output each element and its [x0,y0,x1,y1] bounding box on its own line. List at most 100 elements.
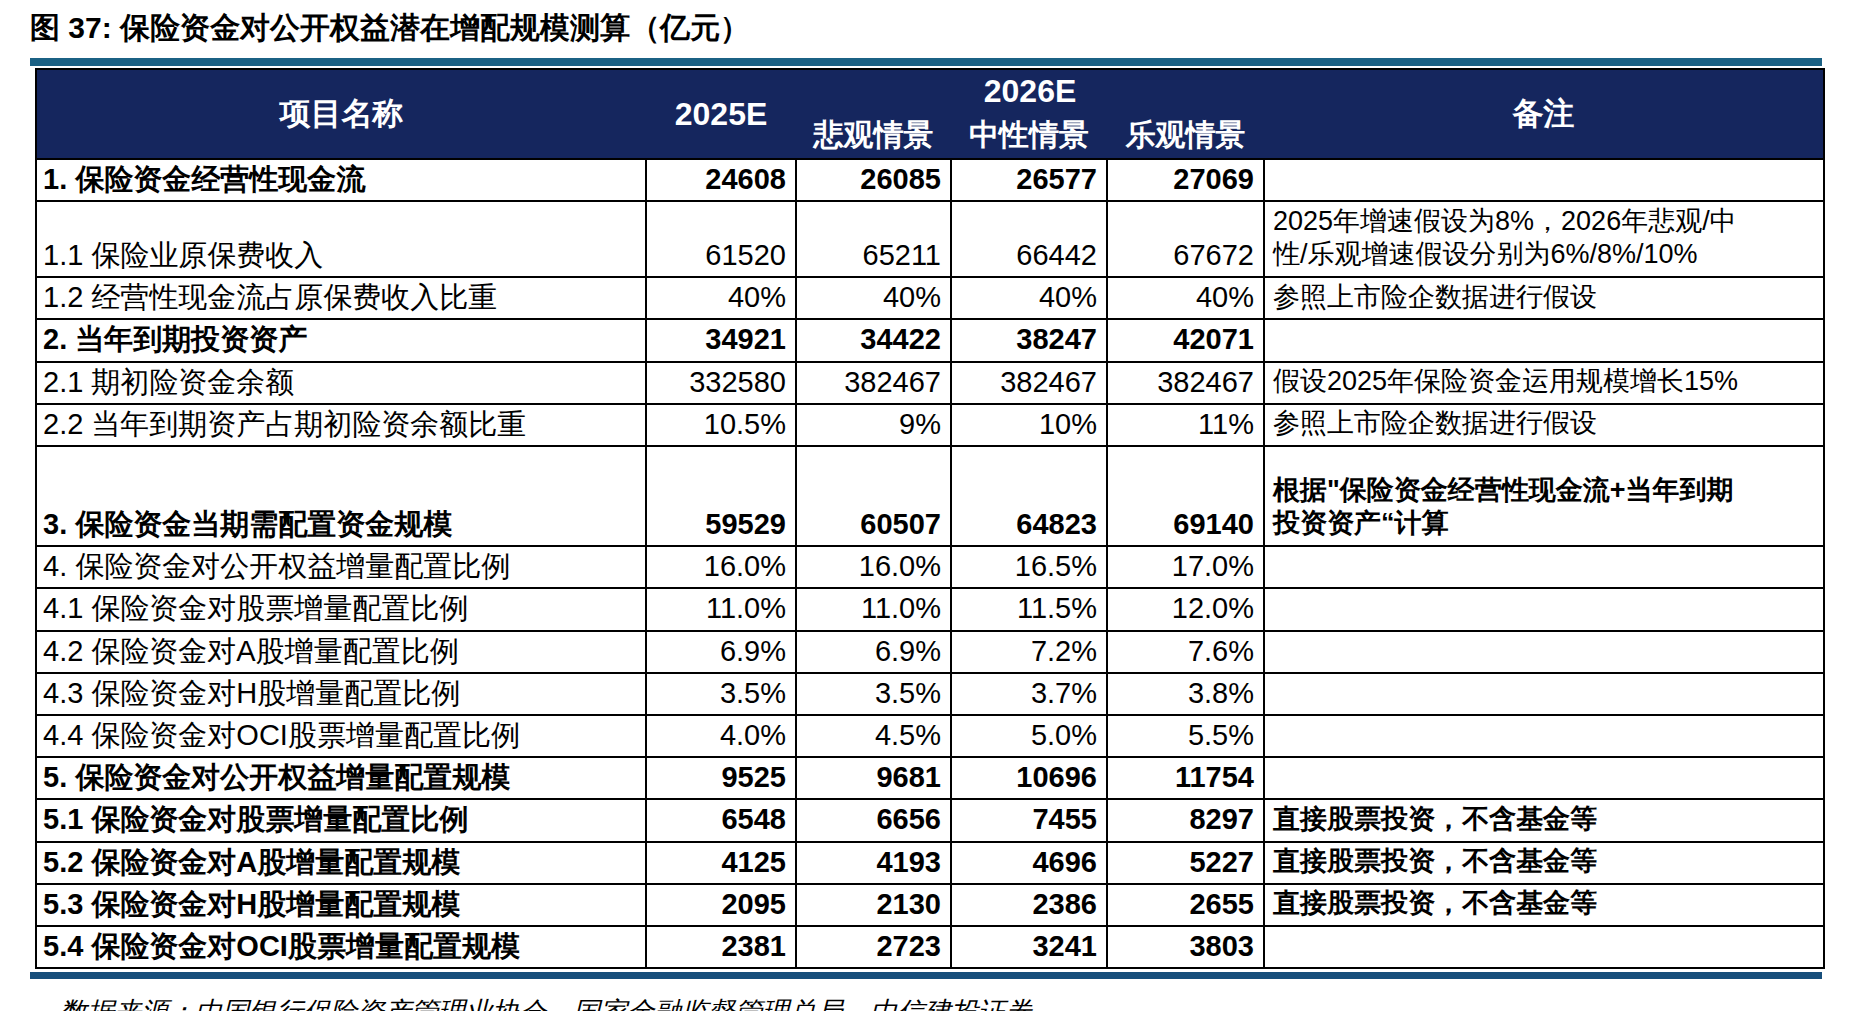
remark-cell [1264,546,1824,588]
remark-cell [1264,588,1824,630]
value-2025-cell: 6.9% [646,631,796,673]
value-neutral-cell: 7.2% [951,631,1107,673]
value-neutral-cell: 64823 [951,446,1107,546]
value-neutral-cell: 5.0% [951,715,1107,757]
value-optimistic-cell: 8297 [1107,799,1264,841]
value-2025-cell: 3.5% [646,673,796,715]
value-optimistic-cell: 382467 [1107,362,1264,404]
table-row: 4.2 保险资金对A股增量配置比例6.9%6.9%7.2%7.6% [36,631,1824,673]
remark-cell [1264,159,1824,201]
title-rule [30,58,1822,66]
value-optimistic-cell: 27069 [1107,159,1264,201]
table-row: 4.1 保险资金对股票增量配置比例11.0%11.0%11.5%12.0% [36,588,1824,630]
value-neutral-cell: 2386 [951,884,1107,926]
value-pessimistic-cell: 65211 [796,201,951,277]
row-label-cell: 5.2 保险资金对A股增量配置规模 [36,842,646,884]
row-label-cell: 1.1 保险业原保费收入 [36,201,646,277]
report-figure-page: 图 37: 保险资金对公开权益潜在增配规模测算（亿元） 项目名称 2025E 2… [0,8,1856,1011]
table-row: 1.2 经营性现金流占原保费收入比重40%40%40%40%参照上市险企数据进行… [36,277,1824,319]
value-2025-cell: 34921 [646,319,796,361]
row-label-cell: 4.4 保险资金对OCI股票增量配置比例 [36,715,646,757]
remark-cell [1264,673,1824,715]
row-label-cell: 5.4 保险资金对OCI股票增量配置规模 [36,926,646,968]
row-label-cell: 4.3 保险资金对H股增量配置比例 [36,673,646,715]
value-optimistic-cell: 12.0% [1107,588,1264,630]
table-row: 1. 保险资金经营性现金流24608260852657727069 [36,159,1824,201]
remark-cell [1264,757,1824,799]
value-2025-cell: 9525 [646,757,796,799]
value-pessimistic-cell: 4193 [796,842,951,884]
row-label-cell: 5.3 保险资金对H股增量配置规模 [36,884,646,926]
value-2025-cell: 40% [646,277,796,319]
header-scenario-pessimistic: 悲观情景 [796,113,951,159]
row-label-cell: 1.2 经营性现金流占原保费收入比重 [36,277,646,319]
footer-rule [30,972,1822,979]
value-2025-cell: 10.5% [646,404,796,446]
remark-cell [1264,926,1824,968]
remark-cell: 参照上市险企数据进行假设 [1264,404,1824,446]
value-neutral-cell: 3241 [951,926,1107,968]
value-pessimistic-cell: 2723 [796,926,951,968]
row-label-cell: 5.1 保险资金对股票增量配置比例 [36,799,646,841]
value-pessimistic-cell: 2130 [796,884,951,926]
table-row: 4. 保险资金对公开权益增量配置比例16.0%16.0%16.5%17.0% [36,546,1824,588]
header-scenario-optimistic: 乐观情景 [1107,113,1264,159]
figure-title: 图 37: 保险资金对公开权益潜在增配规模测算（亿元） [30,8,1856,49]
row-label-cell: 4. 保险资金对公开权益增量配置比例 [36,546,646,588]
remark-cell [1264,631,1824,673]
table-row: 5.4 保险资金对OCI股票增量配置规模2381272332413803 [36,926,1824,968]
value-neutral-cell: 26577 [951,159,1107,201]
table-row: 2.2 当年到期资产占期初险资余额比重10.5%9%10%11%参照上市险企数据… [36,404,1824,446]
value-pessimistic-cell: 6656 [796,799,951,841]
value-2025-cell: 4125 [646,842,796,884]
value-2025-cell: 59529 [646,446,796,546]
value-optimistic-cell: 11754 [1107,757,1264,799]
value-neutral-cell: 40% [951,277,1107,319]
header-item-name: 项目名称 [36,69,646,159]
value-optimistic-cell: 17.0% [1107,546,1264,588]
header-2025e: 2025E [646,69,796,159]
value-optimistic-cell: 42071 [1107,319,1264,361]
value-2025-cell: 61520 [646,201,796,277]
value-neutral-cell: 11.5% [951,588,1107,630]
value-optimistic-cell: 5.5% [1107,715,1264,757]
value-neutral-cell: 4696 [951,842,1107,884]
value-neutral-cell: 10696 [951,757,1107,799]
value-neutral-cell: 3.7% [951,673,1107,715]
row-label-cell: 2.1 期初险资金余额 [36,362,646,404]
table-row: 3. 保险资金当期需配置资金规模59529605076482369140根据"保… [36,446,1824,546]
value-neutral-cell: 7455 [951,799,1107,841]
remark-cell: 根据"保险资金经营性现金流+当年到期 投资资产“计算 [1264,446,1824,546]
table-row: 5.3 保险资金对H股增量配置规模2095213023862655直接股票投资，… [36,884,1824,926]
value-optimistic-cell: 7.6% [1107,631,1264,673]
table-row: 1.1 保险业原保费收入615206521166442676722025年增速假… [36,201,1824,277]
value-neutral-cell: 10% [951,404,1107,446]
value-pessimistic-cell: 11.0% [796,588,951,630]
value-pessimistic-cell: 6.9% [796,631,951,673]
row-label-cell: 3. 保险资金当期需配置资金规模 [36,446,646,546]
row-label-cell: 1. 保险资金经营性现金流 [36,159,646,201]
value-neutral-cell: 38247 [951,319,1107,361]
table-row: 4.3 保险资金对H股增量配置比例3.5%3.5%3.7%3.8% [36,673,1824,715]
value-2025-cell: 2095 [646,884,796,926]
remark-cell: 2025年增速假设为8%，2026年悲观/中 性/乐观增速假设分别为6%/8%/… [1264,201,1824,277]
remark-cell [1264,319,1824,361]
value-pessimistic-cell: 382467 [796,362,951,404]
table-header: 项目名称 2025E 2026E 备注 悲观情景 中性情景 乐观情景 [36,69,1824,159]
value-pessimistic-cell: 3.5% [796,673,951,715]
value-2025-cell: 6548 [646,799,796,841]
value-2025-cell: 11.0% [646,588,796,630]
value-optimistic-cell: 5227 [1107,842,1264,884]
remark-cell: 直接股票投资，不含基金等 [1264,842,1824,884]
value-neutral-cell: 382467 [951,362,1107,404]
row-label-cell: 4.1 保险资金对股票增量配置比例 [36,588,646,630]
table-row: 4.4 保险资金对OCI股票增量配置比例4.0%4.5%5.0%5.5% [36,715,1824,757]
row-label-cell: 4.2 保险资金对A股增量配置比例 [36,631,646,673]
value-pessimistic-cell: 9% [796,404,951,446]
value-2025-cell: 4.0% [646,715,796,757]
value-optimistic-cell: 3803 [1107,926,1264,968]
value-optimistic-cell: 67672 [1107,201,1264,277]
value-2025-cell: 2381 [646,926,796,968]
value-2025-cell: 24608 [646,159,796,201]
table-row: 2.1 期初险资金余额332580382467382467382467假设202… [36,362,1824,404]
